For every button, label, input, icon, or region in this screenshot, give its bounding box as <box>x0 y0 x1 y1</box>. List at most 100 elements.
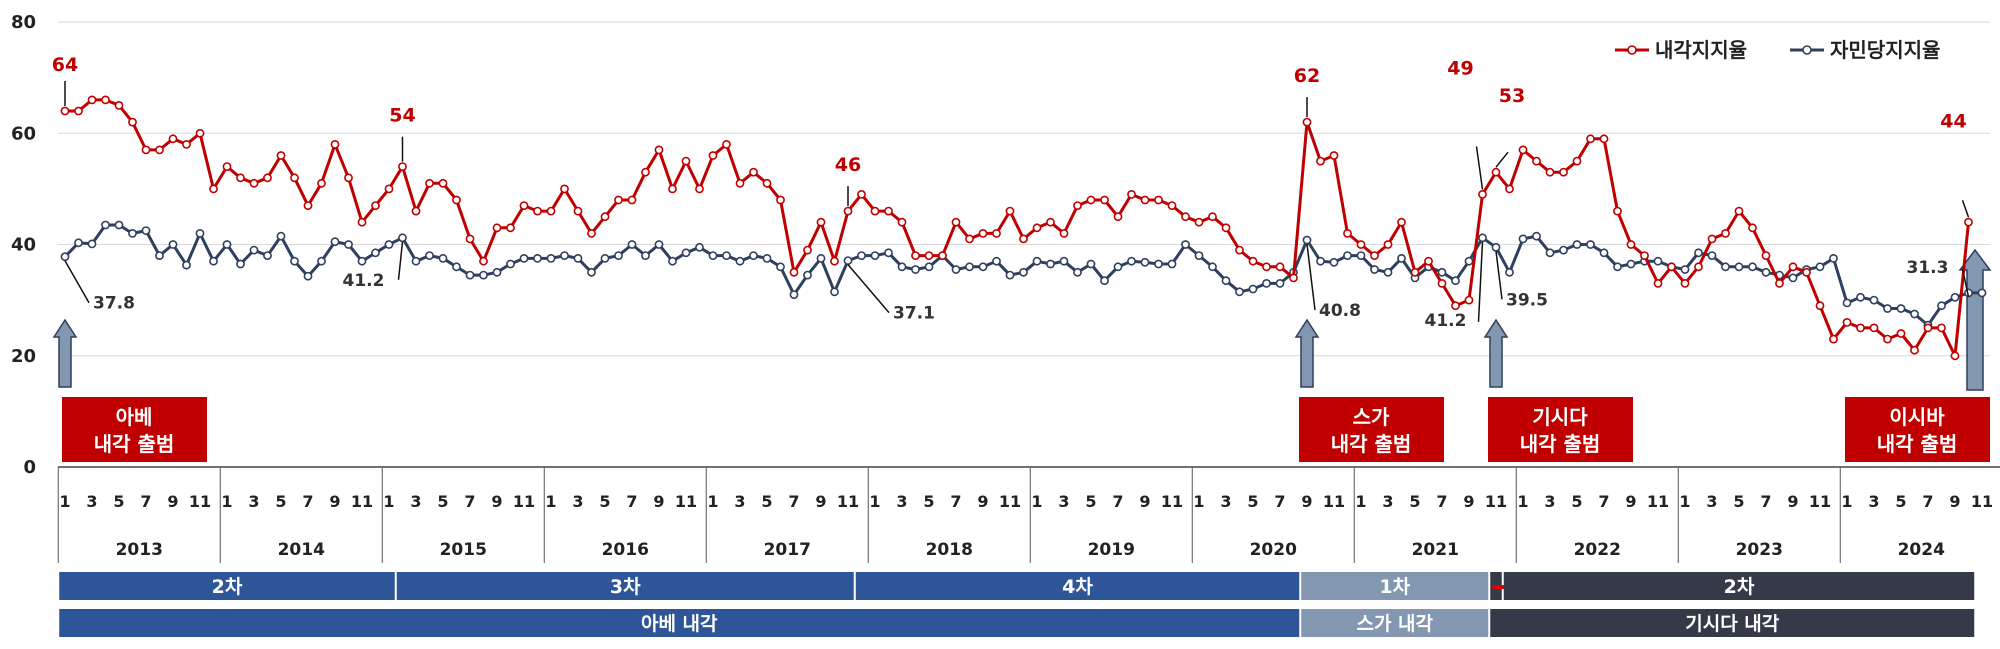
data-point <box>60 106 70 116</box>
data-point <box>614 195 623 205</box>
data-point <box>1694 248 1703 258</box>
red-data-label: 46 <box>835 154 861 176</box>
data-point <box>614 251 623 260</box>
data-point <box>1896 304 1906 313</box>
data-point <box>1289 273 1298 283</box>
data-point <box>249 178 259 188</box>
data-point <box>1262 278 1271 288</box>
data-point <box>1910 309 1919 319</box>
data-point <box>1950 351 1960 361</box>
data-point <box>411 256 421 266</box>
data-point <box>1505 184 1514 194</box>
cabinet-launch-label: 내각 출범 <box>94 432 175 456</box>
data-point <box>1329 257 1339 267</box>
data-point <box>1491 167 1501 177</box>
data-point <box>1194 217 1204 227</box>
data-point <box>168 240 178 249</box>
data-point <box>1046 259 1055 269</box>
month-tick-label: 11 <box>351 492 373 511</box>
data-labels: 64 54 46 62 49 53 44 37.8 41.2 37.1 40.8 41.2 39.5 31… <box>52 54 1970 331</box>
series-lines <box>60 95 1987 361</box>
data-point <box>1761 251 1771 260</box>
y-tick-label: 80 <box>11 12 36 33</box>
data-point <box>992 256 1001 266</box>
data-point <box>1707 251 1717 260</box>
data-point <box>114 220 124 230</box>
data-point <box>1977 288 1987 298</box>
data-point <box>911 251 920 260</box>
data-point <box>1829 253 1838 263</box>
cabinet-launch-name: 아베 <box>116 405 153 429</box>
y-tick-label: 0 <box>23 457 36 478</box>
cabinet-term-label: 3차 <box>610 576 641 598</box>
data-point <box>438 253 448 263</box>
year-label: 2015 <box>440 540 487 560</box>
dark-data-label: 37.1 <box>893 304 935 324</box>
data-point <box>1923 323 1933 333</box>
data-point <box>60 252 70 262</box>
month-tick-label: 1 <box>1841 492 1852 511</box>
data-point <box>938 251 947 260</box>
data-point <box>1451 276 1460 286</box>
month-tick-label: 9 <box>1139 492 1150 511</box>
month-tick-label: 5 <box>1895 492 1906 511</box>
month-tick-label: 1 <box>1517 492 1528 511</box>
month-tick-label: 11 <box>837 492 859 511</box>
month-tick-label: 3 <box>1706 492 1717 511</box>
year-label: 2022 <box>1574 540 1621 560</box>
data-point <box>1802 267 1811 277</box>
data-point <box>1815 301 1825 311</box>
data-point <box>317 256 326 266</box>
data-point <box>1532 231 1541 241</box>
data-point <box>452 262 461 272</box>
data-point <box>560 251 569 260</box>
data-point <box>857 251 866 260</box>
month-tick-label: 3 <box>896 492 907 511</box>
data-point <box>749 167 758 177</box>
month-tick-label: 5 <box>1085 492 1096 511</box>
data-point <box>1748 223 1757 233</box>
month-tick-label: 5 <box>113 492 124 511</box>
month-tick-label: 1 <box>221 492 232 511</box>
leader-line <box>397 241 404 280</box>
month-tick-label: 3 <box>572 492 583 511</box>
data-point <box>1775 278 1784 288</box>
data-point <box>546 253 556 263</box>
data-point <box>1842 298 1852 308</box>
data-point <box>1842 317 1852 327</box>
data-point <box>641 167 650 177</box>
data-point <box>236 173 245 183</box>
y-tick-label: 20 <box>11 346 36 367</box>
data-point <box>371 248 380 258</box>
data-point <box>695 184 704 194</box>
data-point <box>1113 262 1123 272</box>
data-point <box>1302 235 1312 245</box>
red-data-label: 64 <box>52 54 78 76</box>
month-tick-label: 9 <box>1625 492 1636 511</box>
data-point <box>1599 248 1609 258</box>
data-point <box>722 139 731 149</box>
cabinet-term-label: 2차 <box>1724 576 1755 598</box>
cabinet-term-label: 2차 <box>212 576 243 598</box>
red-data-label: 53 <box>1499 85 1525 107</box>
data-point <box>1316 256 1325 266</box>
data-point <box>168 134 178 144</box>
data-point <box>762 253 772 263</box>
data-point <box>965 262 974 272</box>
data-point <box>330 237 340 247</box>
data-point <box>816 253 826 263</box>
data-point <box>924 262 934 272</box>
data-point <box>1424 256 1433 266</box>
data-point <box>762 178 772 188</box>
cabinet-launch-name: 스가 <box>1353 405 1390 429</box>
data-point <box>371 201 380 210</box>
data-point <box>600 253 610 263</box>
data-point <box>209 184 218 194</box>
data-point <box>1950 292 1960 302</box>
data-point <box>398 233 407 243</box>
data-point <box>411 206 421 216</box>
up-arrow-icon <box>1483 318 1509 388</box>
data-point <box>519 253 529 263</box>
data-point <box>1869 323 1879 333</box>
